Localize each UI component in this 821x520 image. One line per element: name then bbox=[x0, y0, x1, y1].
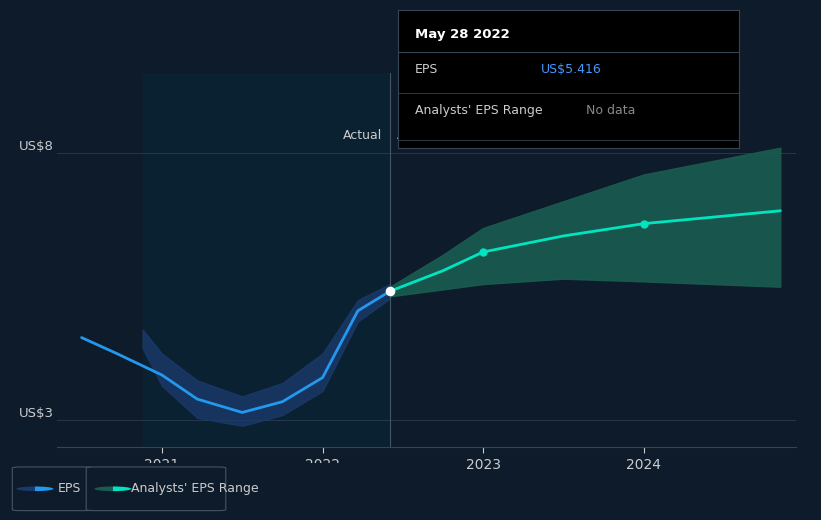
Text: US$5.416: US$5.416 bbox=[541, 63, 602, 76]
Text: Analysts Forecasts: Analysts Forecasts bbox=[397, 129, 514, 142]
Wedge shape bbox=[16, 487, 34, 491]
FancyBboxPatch shape bbox=[12, 467, 94, 511]
FancyBboxPatch shape bbox=[86, 467, 226, 511]
Bar bbox=[143, 73, 390, 447]
Text: Analysts' EPS Range: Analysts' EPS Range bbox=[415, 104, 543, 117]
Text: May 28 2022: May 28 2022 bbox=[415, 28, 510, 41]
Wedge shape bbox=[112, 487, 131, 491]
Text: No data: No data bbox=[585, 104, 635, 117]
Point bbox=[476, 248, 489, 256]
Point bbox=[637, 219, 650, 228]
Point bbox=[383, 287, 397, 295]
Text: Actual: Actual bbox=[343, 129, 383, 142]
Text: Analysts' EPS Range: Analysts' EPS Range bbox=[131, 483, 259, 495]
Text: US$3: US$3 bbox=[19, 408, 54, 421]
Text: EPS: EPS bbox=[57, 483, 80, 495]
Text: US$8: US$8 bbox=[19, 140, 54, 153]
Wedge shape bbox=[34, 487, 53, 491]
Wedge shape bbox=[94, 487, 112, 491]
Text: EPS: EPS bbox=[415, 63, 438, 76]
